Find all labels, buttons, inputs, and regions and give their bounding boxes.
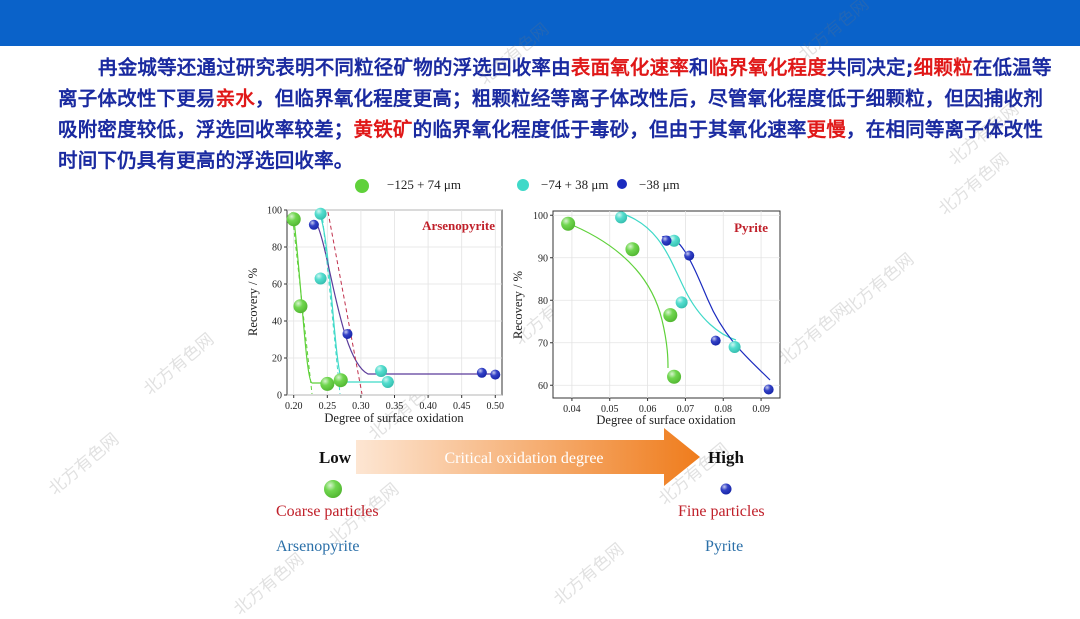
high-label: High	[708, 448, 744, 467]
y-tick-label: 100	[267, 206, 282, 217]
pyrite-label: Pyrite	[705, 538, 744, 555]
legend-label: −74 + 38 μm	[541, 177, 609, 192]
grid-lines	[287, 209, 502, 396]
highlight-span: 亲水	[215, 87, 256, 110]
summary-paragraph: 冉金城等还通过研究表明不同粒径矿物的浮选回收率由表面氧化速率和临界氧化程度共同决…	[58, 52, 1058, 176]
x-tick-label: 0.20	[285, 401, 303, 412]
chart-title: Arsenopyrite	[422, 218, 495, 233]
data-points	[286, 207, 501, 391]
highlight-span: 更慢	[806, 118, 847, 141]
critical-oxidation-arrow	[356, 428, 700, 486]
data-point-shine	[381, 376, 394, 389]
x-tick-label: 0.30	[352, 401, 370, 412]
x-tick-label: 0.05	[601, 404, 619, 415]
fit-curve-medium	[619, 212, 737, 341]
highlight-span: 黄铁矿	[353, 118, 413, 141]
legend-label: −125 + 74 μm	[387, 177, 461, 192]
text-span: 共同决定;	[826, 56, 914, 79]
data-point-shine	[561, 216, 576, 231]
x-tick-label: 0.35	[386, 401, 404, 412]
x-tick-label: 0.50	[487, 401, 505, 412]
data-point-shine	[320, 376, 335, 391]
x-tick-label: 0.25	[319, 401, 337, 412]
data-point-shine	[490, 369, 501, 380]
data-point-shine	[710, 335, 721, 346]
text-span: ，在相同等离子体改性时间下仍具有更高的浮选回收率。	[58, 118, 1044, 172]
y-tick-label: 40	[272, 317, 282, 328]
coarse-particle-shine	[324, 480, 342, 498]
y-tick-label: 80	[538, 296, 548, 307]
data-point-shine	[667, 369, 682, 384]
chart-title: Pyrite	[734, 220, 768, 235]
data-point-shine	[684, 250, 695, 261]
highlight-span: 临界氧化程度	[708, 56, 827, 79]
text-span: 在低温等离子体改性下更易	[58, 56, 1052, 110]
data-point-shine	[476, 367, 487, 378]
x-tick-label: 0.45	[453, 401, 471, 412]
x-tick-label: 0.07	[677, 404, 695, 415]
data-point-shine	[661, 235, 672, 246]
y-tick-label: 70	[538, 338, 548, 349]
legend-marker	[517, 179, 529, 191]
y-tick-label: 20	[272, 354, 282, 365]
data-point-shine	[728, 341, 741, 353]
y-axis-label: Recovery / %	[511, 271, 525, 339]
x-tick-label: 0.08	[715, 404, 733, 415]
data-points	[561, 211, 774, 395]
legend-marker	[355, 179, 369, 193]
data-point-shine	[333, 373, 348, 388]
fit-dashed-fine	[327, 211, 363, 395]
coarse-particles-label: Coarse particles	[276, 503, 379, 520]
x-tick-label: 0.06	[639, 404, 657, 415]
pyrite-chart: 0.04 0.05 0.06 0.07 0.08 0.09 60 70 80 90 100 Pyri…	[511, 210, 781, 427]
legend-label: −38 μm	[639, 177, 680, 192]
data-point-shine	[625, 242, 640, 257]
data-point-shine	[375, 364, 388, 377]
data-point-shine	[293, 299, 308, 314]
highlight-span: 细颗粒	[913, 56, 973, 79]
x-axis-label: Degree of surface oxidation	[324, 411, 464, 425]
fine-particles-label: Fine particles	[678, 503, 765, 520]
header-bar	[0, 0, 1080, 46]
data-point-shine	[675, 296, 688, 309]
text-span: 冉金城等还通过研究表明不同粒径矿物的浮选回收率由	[98, 56, 571, 79]
data-point-shine	[342, 328, 353, 339]
fit-curve-fine	[315, 221, 492, 375]
y-tick-label: 80	[272, 243, 282, 254]
fit-curve-coarse	[564, 221, 669, 369]
highlight-span: 表面氧化速率	[570, 56, 690, 79]
y-tick-label: 0	[277, 391, 282, 402]
text-span: ，但临界氧化程度更高；粗颗粒经等离子体改性后，尽管氧化程度低于细颗粒，但因捕收剂…	[58, 87, 1044, 141]
x-tick-label: 0.09	[752, 404, 770, 415]
text-span: 和	[689, 56, 709, 79]
legend-marker	[617, 179, 627, 189]
arsenopyrite-chart: 0.20 0.25 0.30 0.35 0.40 0.45 0.50 0 20 40 60 80 100…	[246, 206, 504, 426]
grid-lines	[553, 211, 780, 398]
data-point-shine	[615, 211, 628, 224]
fine-particle-shine	[720, 483, 732, 495]
data-point-shine	[314, 272, 327, 285]
data-point-shine	[663, 308, 678, 323]
y-tick-label: 60	[272, 280, 282, 291]
x-axis-label: Degree of surface oxidation	[596, 413, 736, 427]
data-point-shine	[286, 212, 301, 227]
data-point-shine	[763, 384, 774, 395]
axis-ticks: 0.20 0.25 0.30 0.35 0.40 0.45 0.50 0 20 40 60 80 100	[267, 206, 504, 413]
arsenopyrite-label: Arsenopyrite	[276, 538, 360, 555]
low-label: Low	[319, 448, 352, 467]
y-tick-label: 90	[538, 253, 548, 264]
y-tick-label: 60	[538, 381, 548, 392]
text-span: 的临界氧化程度低于毒砂，但由于其氧化速率	[412, 118, 807, 141]
arrow-label: Critical oxidation degree	[444, 450, 603, 467]
fit-dashed-medium	[321, 211, 341, 395]
y-tick-label: 100	[533, 211, 548, 222]
data-point-shine	[314, 207, 327, 220]
x-tick-label: 0.04	[563, 404, 581, 415]
axis-ticks: 0.04 0.05 0.06 0.07 0.08 0.09 60 70 80 90 100	[533, 211, 770, 415]
data-point-shine	[308, 219, 319, 230]
data-point-shine	[668, 234, 681, 247]
y-axis-label: Recovery / %	[246, 268, 260, 336]
x-tick-label: 0.40	[419, 401, 437, 412]
